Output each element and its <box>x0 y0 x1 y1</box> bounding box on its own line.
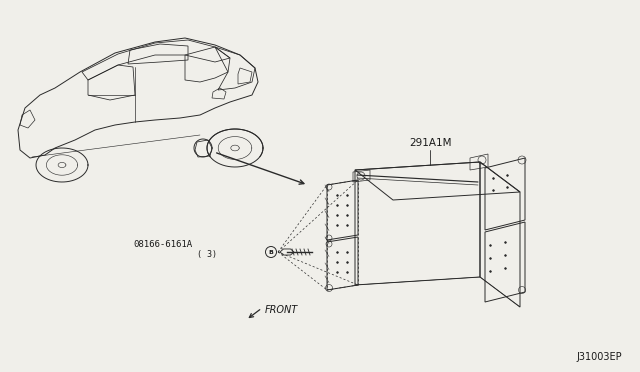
Text: ( 3): ( 3) <box>197 250 217 260</box>
Text: 291A1M: 291A1M <box>409 138 451 148</box>
Text: 08166-6161A: 08166-6161A <box>133 240 192 248</box>
Text: B: B <box>269 250 273 254</box>
Text: J31003EP: J31003EP <box>577 352 622 362</box>
Text: FRONT: FRONT <box>265 305 298 315</box>
